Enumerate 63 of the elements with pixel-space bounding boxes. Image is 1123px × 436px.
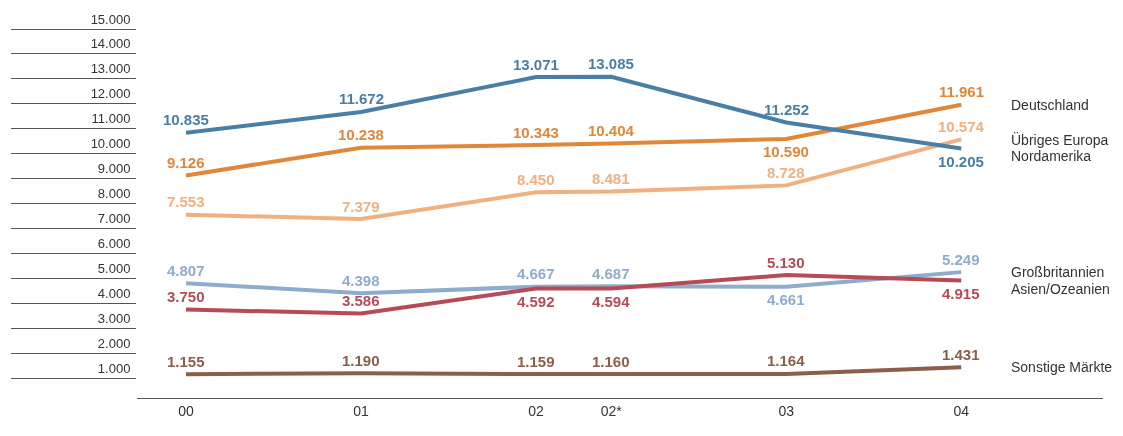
y-tick-label: 1.000 — [97, 360, 131, 376]
data-label: 1.155 — [167, 353, 205, 370]
data-label: 8.481 — [592, 170, 630, 187]
data-label: 10.343 — [513, 124, 559, 141]
x-tick-label: 00 — [178, 402, 194, 419]
text: Sonstige Märkte — [1011, 359, 1113, 375]
data-label: 4.398 — [342, 272, 380, 289]
data-label: 8.450 — [517, 171, 555, 188]
x-tick-label: 04 — [953, 402, 970, 419]
data-label: 7.379 — [342, 198, 380, 215]
data-label: 8.728 — [767, 164, 805, 181]
data-label: 11.252 — [764, 101, 810, 118]
data-label: 3.586 — [342, 292, 380, 309]
data-label: 10.238 — [338, 126, 384, 143]
y-tick-label: 7.000 — [97, 211, 131, 227]
y-tick-label: 12.000 — [90, 86, 131, 102]
x-tick-label: 03 — [778, 402, 795, 419]
data-label: 3.750 — [167, 288, 205, 305]
y-tick-label: 10.000 — [90, 136, 131, 152]
y-tick-label: 5.000 — [97, 260, 131, 276]
data-label: 4.592 — [517, 293, 555, 310]
data-label: 1.164 — [767, 352, 806, 369]
data-label: 10.205 — [938, 153, 984, 170]
y-tick-label: 9.000 — [97, 161, 131, 177]
data-label: 4.915 — [942, 285, 980, 302]
data-label: 13.085 — [588, 55, 634, 72]
text: Großbritannien — [1011, 264, 1105, 280]
y-tick-label: 11.000 — [91, 111, 131, 127]
text: Deutschland — [1011, 97, 1089, 113]
text: Nordamerika — [1011, 148, 1092, 164]
x-tick-label: 02 — [528, 402, 544, 419]
data-label: 7.553 — [167, 193, 205, 210]
y-tick-label: 15.000 — [90, 11, 131, 27]
y-tick-label: 13.000 — [90, 61, 131, 77]
x-tick-label: 01 — [353, 402, 369, 419]
data-label: 5.130 — [767, 254, 805, 271]
data-label: 10.574 — [938, 118, 985, 135]
data-label: 4.661 — [767, 291, 805, 308]
data-label: 10.835 — [163, 111, 209, 128]
y-tick-label: 14.000 — [90, 36, 131, 52]
data-label: 11.961 — [939, 83, 985, 100]
data-label: 4.667 — [517, 265, 555, 282]
text: Übriges Europa — [1011, 131, 1109, 148]
data-label: 4.687 — [592, 265, 630, 282]
y-tick-label: 4.000 — [97, 285, 131, 301]
data-label: 10.590 — [763, 143, 809, 160]
data-label: 11.672 — [339, 90, 385, 107]
data-label: 4.807 — [167, 262, 205, 279]
data-label: 1.160 — [592, 353, 630, 370]
x-tick-label: 02* — [600, 402, 623, 419]
data-label: 9.126 — [167, 154, 205, 171]
data-label: 1.190 — [342, 352, 380, 369]
y-tick-label: 2.000 — [97, 335, 131, 351]
y-tick-label: 8.000 — [97, 186, 131, 202]
text: Asien/Ozeanien — [1011, 281, 1110, 297]
data-label: 13.071 — [513, 56, 559, 73]
data-label: 5.249 — [942, 251, 980, 268]
data-label: 10.404 — [588, 122, 635, 139]
y-tick-label: 3.000 — [97, 310, 131, 326]
data-label: 1.431 — [942, 346, 980, 363]
data-label: 4.594 — [592, 293, 631, 310]
y-tick-label: 6.000 — [97, 235, 131, 251]
data-label: 1.159 — [517, 353, 555, 370]
